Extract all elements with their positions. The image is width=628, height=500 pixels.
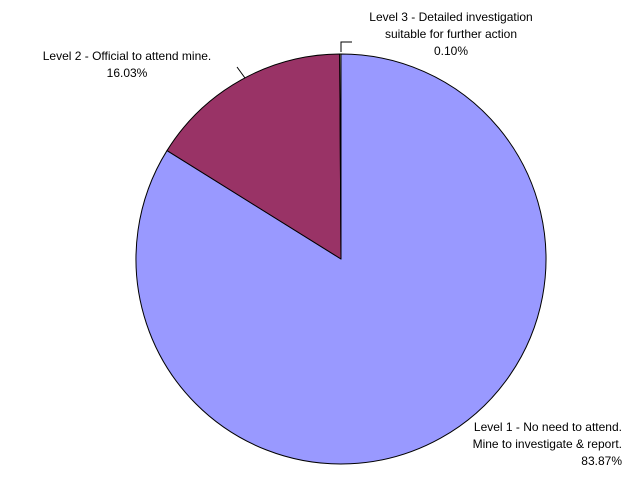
data-label-level-1: Level 1 - No need to attend. Mine to inve… — [473, 420, 623, 468]
leader-line-level-2 — [236, 66, 246, 79]
pie-slice-level-2 — [166, 53, 342, 260]
data-label-level-2: Level 2 - Official to attend mine. 16.03% — [43, 49, 212, 80]
value-label: 16.03% — [107, 66, 148, 80]
category-label-line: Level 2 - Official to attend mine. — [43, 49, 212, 63]
value-label: 83.87% — [581, 454, 622, 468]
category-label-line: Mine to investigate & report. — [473, 437, 622, 451]
category-label-line: suitable for further action — [385, 27, 517, 41]
pie-slice-level-3 — [339, 53, 342, 260]
slice-labels: Level 1 - No need to attend. Mine to inve… — [43, 10, 623, 468]
data-label-level-3: Level 3 - Detailed investigation suitable… — [369, 10, 532, 58]
pie-slices — [135, 53, 547, 465]
leader-line-level-3 — [340, 41, 352, 52]
category-label-line: Level 3 - Detailed investigation — [369, 10, 532, 24]
category-label-line: Level 1 - No need to attend. — [474, 420, 622, 434]
value-label: 0.10% — [434, 44, 468, 58]
leader-lines — [236, 41, 352, 79]
